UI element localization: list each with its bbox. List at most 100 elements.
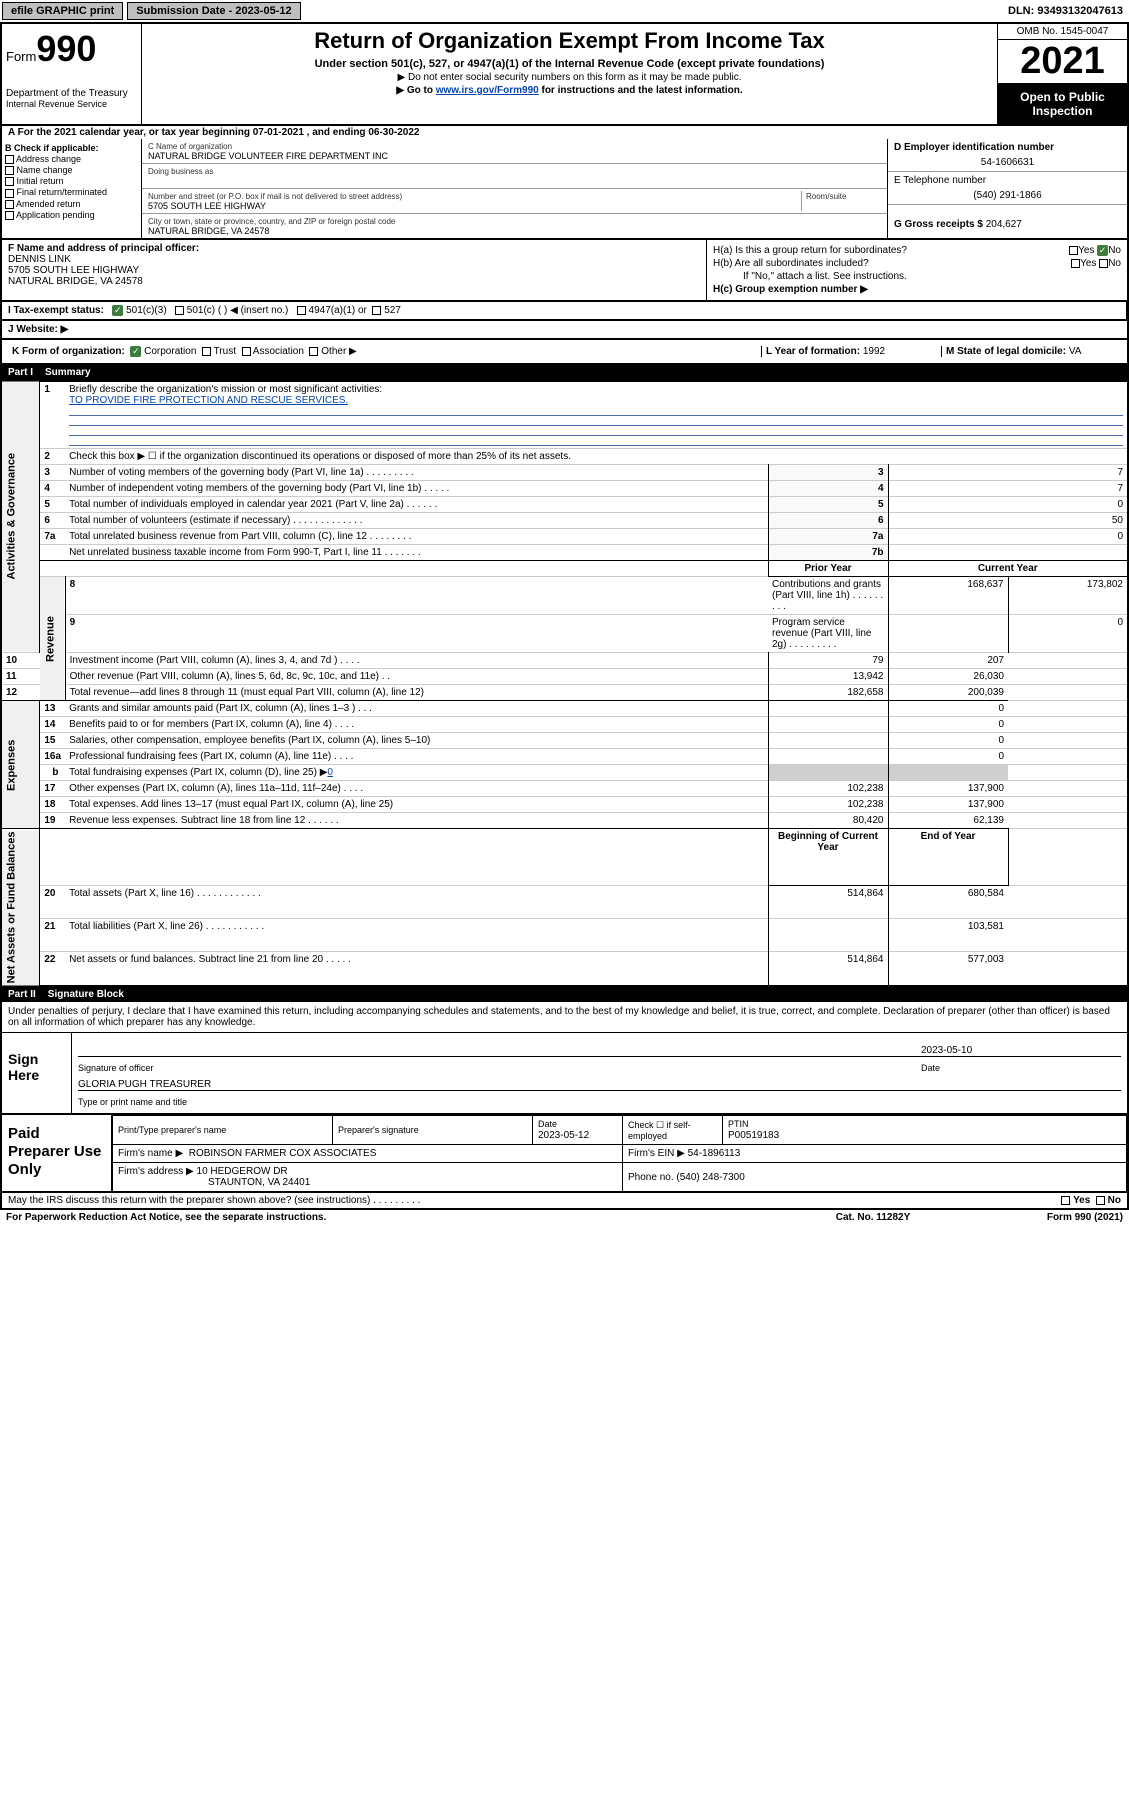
val-13c: 0 — [888, 701, 1008, 717]
form-ref: Form 990 (2021) — [973, 1212, 1123, 1223]
section-f-i-j: F Name and address of principal officer:… — [2, 240, 707, 300]
val-22c: 577,003 — [888, 952, 1008, 986]
irs-link[interactable]: www.irs.gov/Form990 — [436, 85, 539, 96]
val-10c: 207 — [888, 653, 1008, 669]
chk-trust[interactable] — [202, 347, 211, 356]
org-addr: 5705 SOUTH LEE HIGHWAY — [148, 201, 266, 211]
subdate-btn[interactable]: Submission Date - 2023-05-12 — [127, 2, 300, 20]
chk-final[interactable] — [5, 189, 14, 198]
chk-name[interactable] — [5, 166, 14, 175]
cat-no: Cat. No. 11282Y — [773, 1212, 973, 1223]
val-12p: 182,658 — [768, 685, 888, 701]
val-7a: 0 — [888, 529, 1128, 545]
officer-addr2: NATURAL BRIDGE, VA 24578 — [8, 276, 700, 287]
hb-no[interactable] — [1099, 259, 1108, 268]
val-12c: 200,039 — [888, 685, 1008, 701]
val-21c: 103,581 — [888, 918, 1008, 951]
ha-yes[interactable] — [1069, 246, 1078, 255]
val-22p: 514,864 — [768, 952, 888, 986]
ein: 54-1606631 — [894, 153, 1121, 168]
sign-here-label: Sign Here — [2, 1033, 72, 1113]
val-17p: 102,238 — [768, 781, 888, 797]
discuss-yes[interactable] — [1061, 1196, 1070, 1205]
sig-date: 2023-05-10 — [921, 1045, 1121, 1056]
discuss-no[interactable] — [1096, 1196, 1105, 1205]
open-inspection: Open to Public Inspection — [998, 84, 1127, 124]
signature-block: Under penalties of perjury, I declare th… — [0, 1002, 1129, 1193]
org-city: NATURAL BRIDGE, VA 24578 — [148, 226, 269, 236]
header-mid: Return of Organization Exempt From Incom… — [142, 24, 997, 124]
header-left: Form990 Department of the Treasury Inter… — [2, 24, 142, 124]
vert-revenue: Revenue — [40, 577, 65, 701]
line-a: A For the 2021 calendar year, or tax yea… — [0, 126, 1129, 139]
telephone: (540) 291-1866 — [894, 186, 1121, 201]
val-11p: 13,942 — [768, 669, 888, 685]
chk-4947[interactable] — [297, 306, 306, 315]
val-8p: 168,637 — [888, 577, 1008, 615]
val-19c: 62,139 — [888, 813, 1008, 829]
val-20c: 680,584 — [888, 885, 1008, 918]
firm-ein: 54-1896113 — [688, 1148, 741, 1159]
val-9c: 0 — [1008, 615, 1128, 653]
chk-corp[interactable]: ✓ — [130, 346, 141, 357]
firm-name: ROBINSON FARMER COX ASSOCIATES — [189, 1148, 377, 1159]
paid-preparer-area: Paid Preparer Use Only Print/Type prepar… — [2, 1113, 1127, 1191]
firm-phone: (540) 248-7300 — [676, 1172, 744, 1183]
val-20p: 514,864 — [768, 885, 888, 918]
note-ssn: ▶ Do not enter social security numbers o… — [150, 72, 989, 83]
efile-btn[interactable]: efile GRAPHIC print — [2, 2, 123, 20]
chk-other[interactable] — [309, 347, 318, 356]
part1-header: Part ISummary — [0, 365, 1129, 380]
section-bcd: B Check if applicable: Address change Na… — [0, 139, 1129, 240]
form-title: Return of Organization Exempt From Incom… — [150, 28, 989, 54]
discuss-row: May the IRS discuss this return with the… — [0, 1193, 1129, 1210]
val-7b — [888, 545, 1128, 561]
val-6: 50 — [888, 513, 1128, 529]
chk-assoc[interactable] — [242, 347, 251, 356]
dln: DLN: 93493132047613 — [1002, 3, 1129, 19]
officer-name: DENNIS LINK — [8, 254, 700, 265]
website-row: J Website: ▶ — [0, 321, 1129, 340]
chk-501c3[interactable]: ✓ — [112, 305, 123, 316]
val-18c: 137,900 — [888, 797, 1008, 813]
val-18p: 102,238 — [768, 797, 888, 813]
row-klm: K Form of organization: ✓ Corporation Tr… — [0, 340, 1129, 365]
dept-treasury: Department of the Treasury — [6, 88, 137, 99]
val-4: 7 — [888, 481, 1128, 497]
note-goto: ▶ Go to www.irs.gov/Form990 for instruct… — [150, 85, 989, 96]
mission-text[interactable]: TO PROVIDE FIRE PROTECTION AND RESCUE SE… — [69, 395, 348, 406]
gross-receipts: 204,627 — [986, 219, 1022, 230]
sign-here-area: Sign Here 2023-05-10 Signature of office… — [2, 1032, 1127, 1113]
val-16b[interactable]: 0 — [327, 767, 333, 778]
form-subtitle: Under section 501(c), 527, or 4947(a)(1)… — [150, 58, 989, 70]
legal-domicile: VA — [1069, 346, 1082, 357]
chk-amended[interactable] — [5, 200, 14, 209]
val-14c: 0 — [888, 717, 1008, 733]
summary-table: Activities & Governance 1 Briefly descri… — [0, 380, 1129, 987]
irs: Internal Revenue Service — [6, 99, 137, 109]
perjury-text: Under penalties of perjury, I declare th… — [2, 1002, 1127, 1032]
ha-no[interactable]: ✓ — [1097, 245, 1108, 256]
omb: OMB No. 1545-0047 — [998, 24, 1127, 40]
val-8c: 173,802 — [1008, 577, 1128, 615]
header-right: OMB No. 1545-0047 2021 Open to Public In… — [997, 24, 1127, 124]
paid-label: Paid Preparer Use Only — [2, 1115, 112, 1191]
ptin: P00519183 — [728, 1130, 779, 1141]
officer-typed: GLORIA PUGH TREASURER — [78, 1079, 211, 1090]
officer-addr1: 5705 SOUTH LEE HIGHWAY — [8, 265, 700, 276]
val-10p: 79 — [768, 653, 888, 669]
footer: For Paperwork Reduction Act Notice, see … — [0, 1210, 1129, 1225]
val-3: 7 — [888, 465, 1128, 481]
form-number: Form990 — [6, 28, 137, 70]
self-employed-chk[interactable]: Check ☐ if self-employed — [623, 1116, 723, 1145]
chk-501c[interactable] — [175, 306, 184, 315]
year-formation: 1992 — [863, 346, 885, 357]
hb-yes[interactable] — [1071, 259, 1080, 268]
chk-pending[interactable] — [5, 211, 14, 220]
top-bar: efile GRAPHIC print Submission Date - 20… — [0, 0, 1129, 23]
tax-status-row: I Tax-exempt status: ✓ 501(c)(3) 501(c) … — [0, 302, 1129, 321]
chk-initial[interactable] — [5, 177, 14, 186]
chk-addr[interactable] — [5, 155, 14, 164]
col-c: C Name of organizationNATURAL BRIDGE VOL… — [142, 139, 887, 238]
chk-527[interactable] — [372, 306, 381, 315]
